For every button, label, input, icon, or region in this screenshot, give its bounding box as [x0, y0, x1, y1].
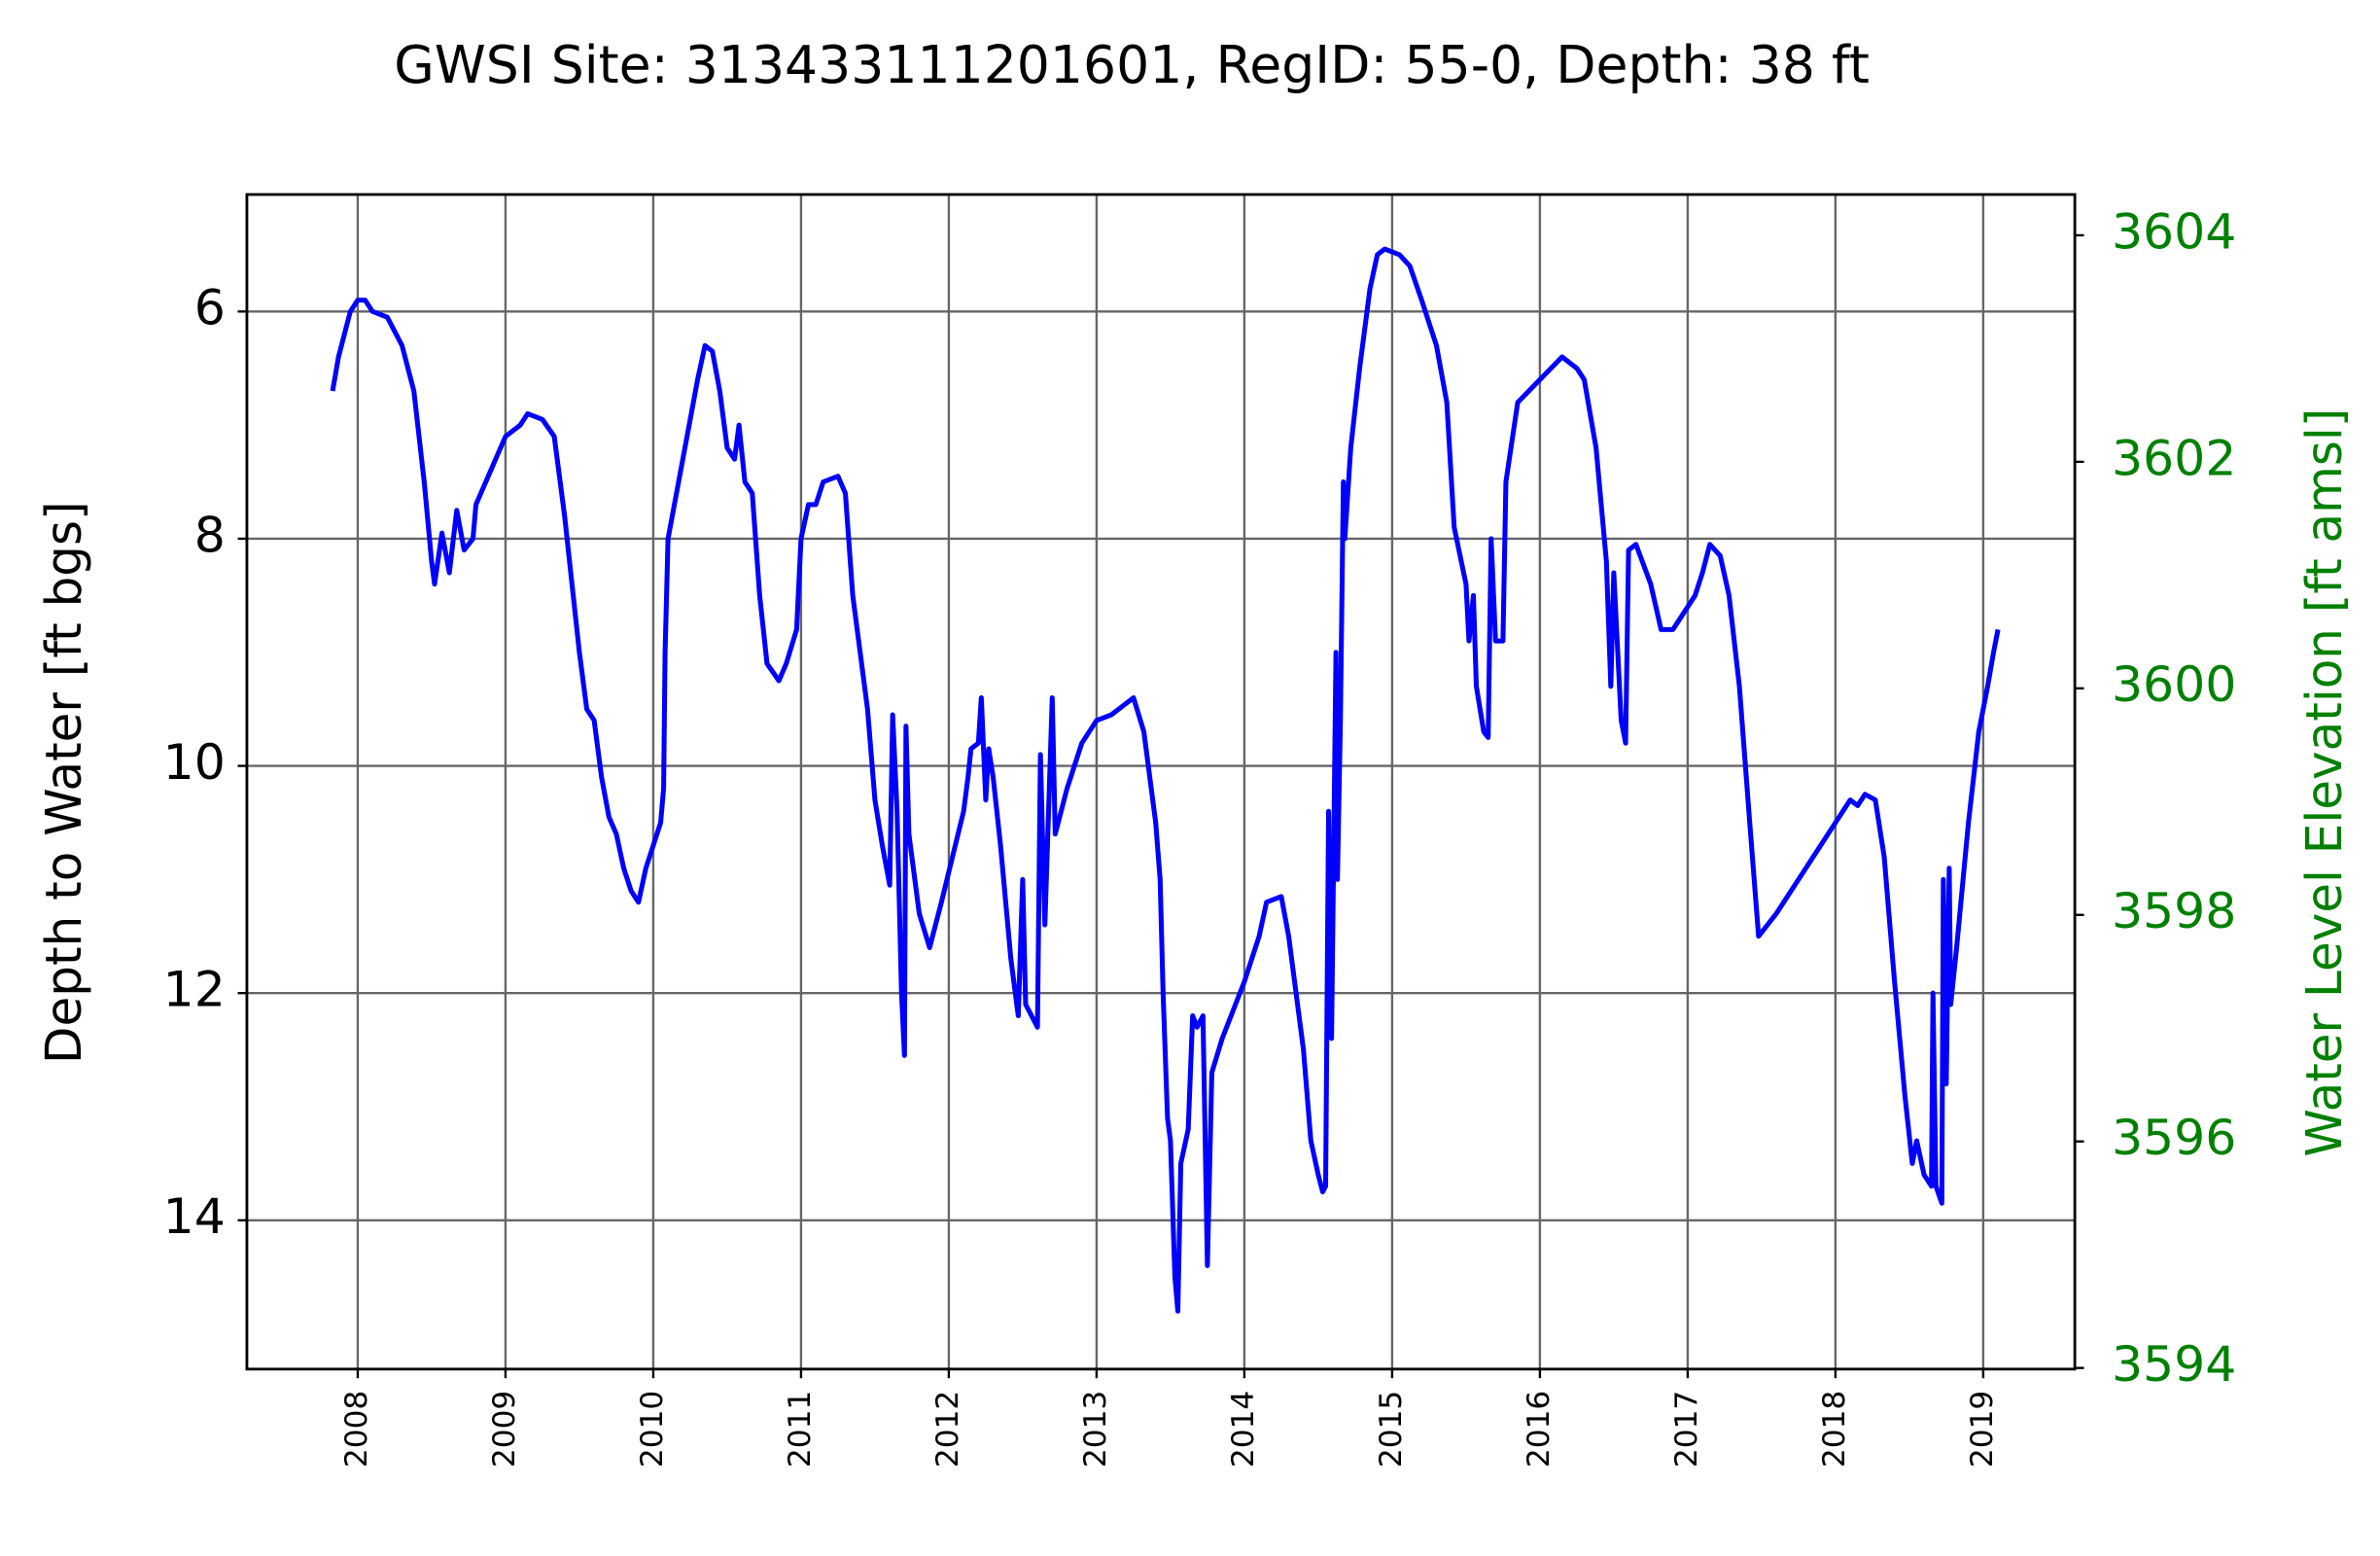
x-tick-label: 2011 [783, 1391, 818, 1468]
x-tick-label: 2012 [930, 1391, 965, 1468]
y2-tick-label: 3594 [2112, 1335, 2236, 1393]
y2-tick-label: 3598 [2112, 882, 2236, 939]
y-tick-label: 12 [163, 961, 226, 1018]
y2-axis-label: Water Level Elevation [ft amsl] [2295, 408, 2353, 1157]
data-line [330, 246, 2001, 1314]
x-tick-label: 2017 [1669, 1391, 1704, 1468]
x-tick-label: 2010 [635, 1391, 670, 1468]
y-tick-label: 6 [194, 279, 226, 336]
y2-tick-label: 3602 [2112, 430, 2236, 487]
x-tick-label: 2009 [487, 1391, 522, 1468]
x-tick-label: 2014 [1226, 1391, 1261, 1468]
x-tick-label: 2015 [1374, 1391, 1409, 1468]
y2-tick-label: 3604 [2112, 203, 2236, 261]
y-tick-label: 10 [163, 733, 226, 791]
x-tick-label: 2018 [1817, 1391, 1852, 1468]
y-tick-label: 8 [194, 507, 226, 564]
x-tick-label: 2008 [339, 1391, 374, 1468]
y-tick-label: 14 [163, 1187, 226, 1245]
x-tick-label: 2013 [1078, 1391, 1113, 1468]
x-tick-label: 2016 [1522, 1391, 1557, 1468]
chart-title: GWSI Site: 313433111201601, RegID: 55-0,… [394, 34, 1870, 95]
plot-frame [245, 193, 2077, 1371]
y2-tick-label: 3596 [2112, 1109, 2236, 1166]
y-axis-label: Depth to Water [ft bgs] [35, 501, 92, 1064]
y2-tick-label: 3600 [2112, 655, 2236, 713]
x-tick-label: 2019 [1965, 1391, 2000, 1468]
